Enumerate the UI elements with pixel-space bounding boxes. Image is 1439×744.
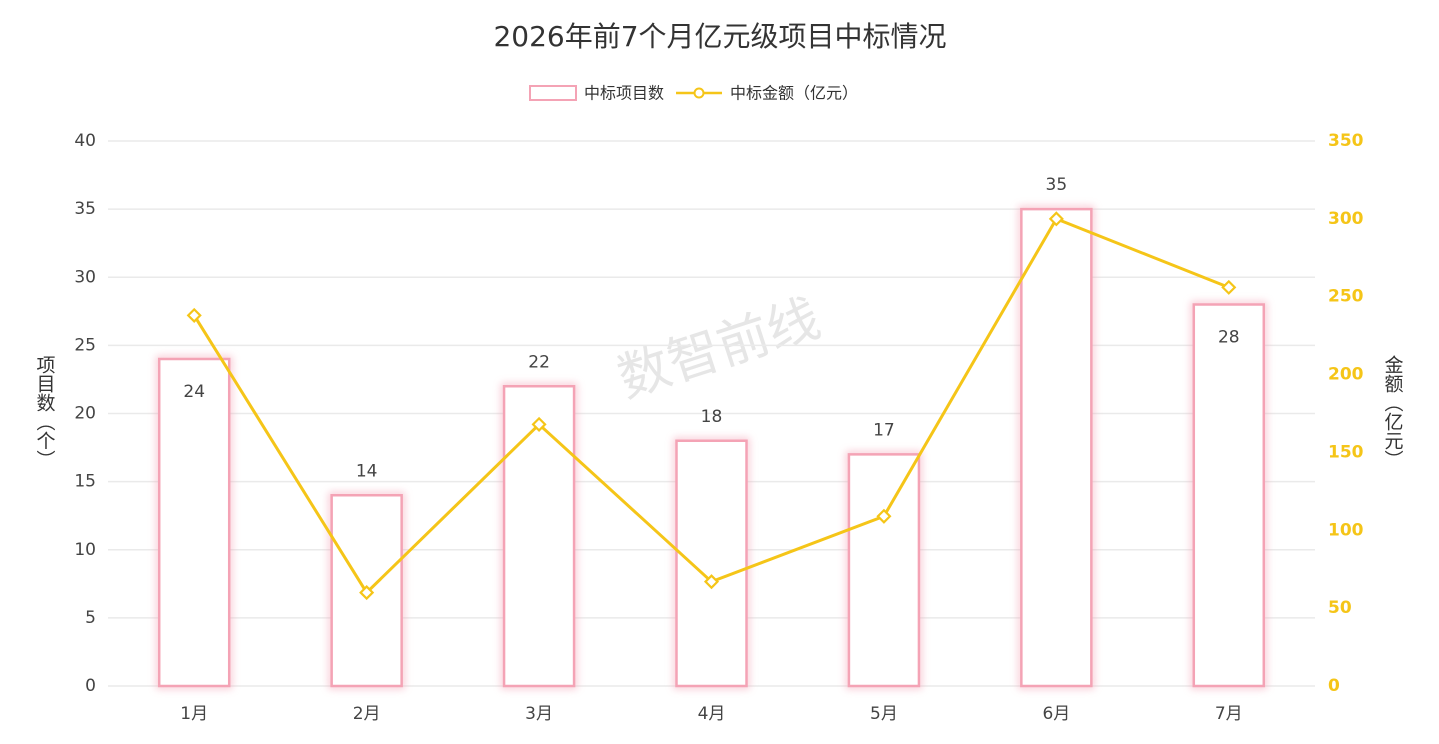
x-tick-label: 1月 <box>180 704 208 724</box>
point <box>359 585 375 601</box>
y-tick-label: 10 <box>74 540 96 560</box>
bar <box>675 439 748 688</box>
y-tick-label: 5 <box>85 608 96 628</box>
data-label: 17 <box>873 420 895 440</box>
x-tick-label: 7月 <box>1215 704 1243 724</box>
watermark: 数智前线 <box>611 288 827 409</box>
point <box>876 508 892 524</box>
bar <box>1020 207 1093 688</box>
point <box>1221 279 1237 295</box>
y2-tick-label: 150 <box>1328 442 1364 462</box>
data-label: 22 <box>528 352 550 372</box>
y2-tick-label: 0 <box>1328 676 1340 696</box>
x-tick-label: 6月 <box>1042 704 1070 724</box>
point <box>186 307 202 323</box>
chart-title: 2026年前7个月亿元级项目中标情况 <box>493 20 946 53</box>
data-label: 28 <box>1218 328 1240 348</box>
y-tick-label: 20 <box>74 404 96 424</box>
data-label: 24 <box>183 382 205 402</box>
y-tick-label: 15 <box>74 472 96 492</box>
y-tick-label: 40 <box>74 131 96 151</box>
x-tick-label: 3月 <box>525 704 553 724</box>
y2-tick-label: 100 <box>1328 520 1364 540</box>
y-tick-label: 35 <box>74 199 96 219</box>
y2-axis-label: 金额（亿元） <box>1382 355 1404 469</box>
data-label: 35 <box>1046 175 1068 195</box>
bar <box>157 357 231 688</box>
bar <box>847 453 921 688</box>
legend-label: 中标金额（亿元） <box>730 84 858 103</box>
bar <box>330 494 403 688</box>
bar <box>502 385 576 688</box>
y2-tick-label: 250 <box>1328 287 1364 307</box>
legend-swatch <box>693 87 705 99</box>
legend-swatch <box>529 85 577 101</box>
y-tick-label: 0 <box>85 676 96 696</box>
bar <box>1192 303 1266 688</box>
y2-tick-label: 300 <box>1328 209 1364 229</box>
point <box>1048 211 1064 227</box>
y-axis-label: 项目数（个） <box>34 355 56 469</box>
y-tick-label: 30 <box>74 267 96 287</box>
x-tick-label: 2月 <box>353 704 381 724</box>
point <box>703 574 720 590</box>
point <box>531 416 547 432</box>
legend-label: 中标项目数 <box>584 84 664 103</box>
data-label: 18 <box>701 407 723 427</box>
y2-tick-label: 350 <box>1328 131 1364 151</box>
y-tick-label: 25 <box>74 335 96 355</box>
y2-tick-label: 200 <box>1328 365 1364 385</box>
data-label: 14 <box>356 461 378 481</box>
x-tick-label: 4月 <box>698 704 726 724</box>
x-tick-label: 5月 <box>870 704 898 724</box>
y2-tick-label: 50 <box>1328 598 1352 618</box>
